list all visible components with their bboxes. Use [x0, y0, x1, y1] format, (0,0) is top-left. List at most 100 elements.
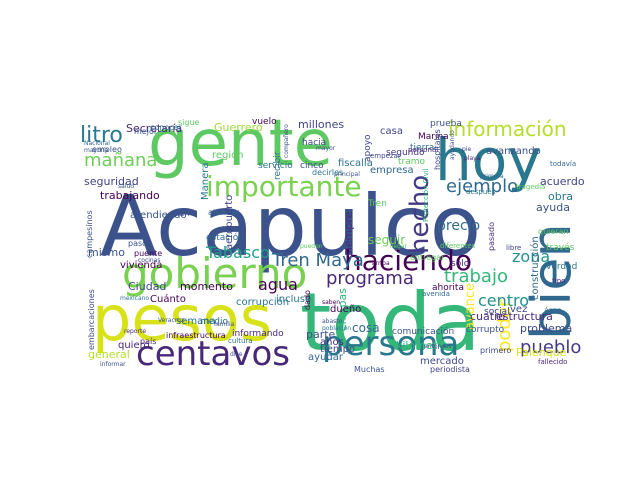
cloud-word: bien — [520, 223, 583, 340]
cloud-word: construcción — [529, 236, 541, 300]
cloud-word: hecho — [405, 175, 435, 254]
cloud-word: Cuánto — [150, 293, 186, 305]
cloud-word: prueba — [430, 119, 462, 129]
cloud-word: primera — [480, 173, 504, 180]
cloud-word: tiempo — [320, 344, 355, 355]
cloud-word: abasto — [322, 318, 343, 325]
cloud-word: entregar — [410, 253, 445, 262]
cloud-word: ahorita — [432, 283, 464, 293]
cloud-word: seguridad — [84, 175, 139, 188]
cloud-word: aeropuerto — [224, 195, 235, 250]
cloud-word: compañero — [283, 124, 290, 158]
cloud-word: cuatro — [470, 310, 505, 323]
cloud-word: gobierno — [122, 249, 307, 298]
cloud-word: programa — [326, 268, 414, 289]
cloud-word: litro — [80, 123, 123, 148]
cloud-word: gente — [148, 107, 333, 181]
cloud-word: trabajando — [100, 189, 160, 202]
cloud-word: haciendo — [344, 244, 472, 277]
cloud-word: corrupción — [236, 296, 289, 308]
cloud-word: paso — [128, 239, 147, 248]
cloud-word: saben — [322, 299, 340, 306]
cloud-word: mercado — [420, 356, 464, 367]
cloud-word: mayor — [316, 145, 336, 152]
cloud-word: ayudando — [449, 130, 456, 160]
cloud-background — [96, 120, 545, 367]
cloud-word: primero — [480, 346, 511, 355]
cloud-word: empleo — [92, 145, 122, 154]
cloud-word: Tren — [367, 199, 387, 209]
cloud-word: embarcaciones — [87, 289, 96, 350]
cloud-word: medio — [200, 317, 229, 327]
cloud-word: pasado — [487, 222, 496, 251]
cloud-word: dice — [230, 351, 243, 358]
cloud-word: ejemplo — [446, 176, 518, 197]
cloud-word: parte — [306, 328, 336, 341]
cloud-word: informar — [100, 361, 126, 368]
cloud-word: decirles — [312, 168, 343, 177]
cloud-word: Nacional — [84, 140, 110, 147]
cloud-word: centavos — [136, 334, 290, 374]
cloud-word: mayoría — [84, 147, 109, 154]
cloud-word: mañana — [84, 150, 157, 171]
cloud-word: información — [448, 117, 567, 141]
cloud-word: quiero — [118, 340, 150, 351]
cloud-word: tramo — [398, 157, 426, 167]
cloud-word: infraestructura — [166, 331, 226, 340]
cloud-word: atender — [208, 208, 240, 217]
cloud-word: vuelo — [252, 117, 277, 127]
cloud-word: siempre — [342, 211, 355, 256]
cloud-word: precio — [437, 218, 480, 234]
cloud-word: Guerrero — [214, 121, 263, 134]
cloud-word: semana — [176, 316, 216, 327]
cloud-word: cultura — [228, 337, 253, 345]
cloud-word: comunicación — [392, 326, 454, 337]
cloud-word: través — [546, 242, 575, 253]
cloud-word: principal — [334, 171, 360, 178]
cloud-word: pesos — [92, 282, 272, 355]
cloud-word: reporte — [124, 328, 146, 335]
cloud-word: periodista — [430, 365, 470, 374]
cloud-word: zona — [512, 247, 550, 266]
cloud-word: Tren Maya — [271, 250, 364, 271]
cloud-word: millones — [298, 118, 344, 131]
cloud-word: verdad — [546, 262, 577, 272]
cloud-word: personal — [408, 146, 438, 154]
cloud-word: avenida — [422, 290, 450, 298]
cloud-word: años — [320, 337, 344, 348]
cloud-word: vivienda — [120, 260, 162, 271]
cloud-word: después — [466, 188, 496, 196]
cloud-word: playa — [464, 155, 481, 162]
cloud-word: atendiendo — [130, 210, 187, 221]
cloud-word: segundo — [386, 148, 425, 158]
cloud-word: recibir — [273, 151, 283, 180]
cloud-word: Secretaría — [126, 122, 182, 135]
cloud-word: salud — [118, 183, 134, 190]
cloud-word: conocer — [150, 123, 183, 132]
cloud-word: solo — [451, 259, 470, 269]
cloud-word: diferentes — [440, 242, 476, 250]
cloud-word: mejor — [134, 127, 158, 136]
cloud-word: avanzando — [486, 146, 541, 157]
cloud-word: empresa — [370, 165, 414, 176]
cloud-word: Palenque — [516, 346, 567, 359]
cloud-word: arriba — [372, 260, 390, 267]
cloud-word: empezar — [370, 152, 401, 160]
cloud-word: servicio — [258, 161, 293, 171]
cloud-word: hoy — [435, 126, 542, 194]
cloud-word: cosa — [352, 321, 380, 335]
cloud-word: kilómetro — [396, 339, 448, 352]
cloud-word: trabajo — [444, 266, 508, 287]
cloud-word: tipo — [552, 277, 565, 285]
cloud-word: Protección Civil — [422, 168, 430, 222]
cloud-word: apoyo — [363, 134, 373, 162]
cloud-word: avance — [463, 283, 478, 330]
cloud-word: ayuda — [536, 201, 570, 214]
cloud-word: población — [322, 325, 351, 332]
cloud-word: vez — [510, 304, 527, 315]
cloud-word: fiscalía — [338, 157, 373, 169]
cloud-word: dueño — [330, 304, 361, 315]
cloud-word: libre — [506, 244, 521, 252]
